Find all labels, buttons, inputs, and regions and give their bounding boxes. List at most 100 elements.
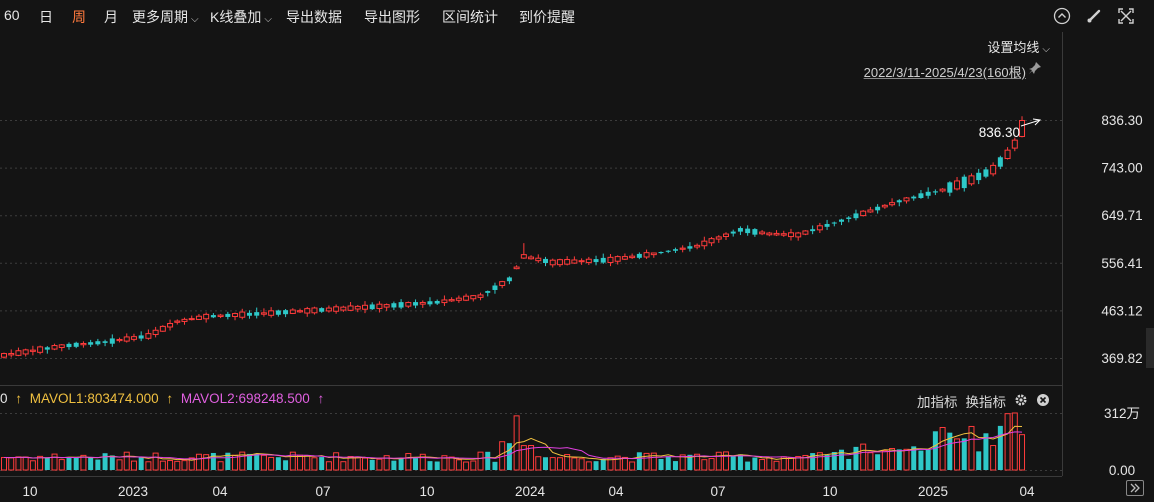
more-periods-dropdown[interactable]: 更多周期 ⌵: [132, 7, 199, 27]
candle: [564, 256, 571, 266]
scroll-right-button[interactable]: [1126, 480, 1144, 496]
volume-bar: [73, 457, 79, 470]
candle-body: [983, 169, 989, 177]
candle: [419, 300, 426, 308]
volume-bar: [875, 454, 881, 470]
range-stats-button[interactable]: 区间统计: [442, 9, 498, 25]
candle-body: [15, 350, 22, 356]
candle-body: [780, 233, 787, 236]
volume-bar: [650, 452, 657, 471]
candle-body: [976, 172, 982, 181]
period-month-tab[interactable]: 月: [104, 9, 118, 25]
candle-body: [629, 255, 636, 259]
switch-indicator-button[interactable]: 换指标: [965, 395, 1007, 410]
candle: [846, 216, 852, 223]
time-tick-label: 10: [419, 484, 434, 499]
collapse-up-icon[interactable]: [1052, 6, 1072, 26]
volume-bar: [354, 456, 361, 471]
candle-body: [947, 182, 953, 193]
chevron-down-icon: ⌵: [1042, 44, 1050, 55]
candle-body: [232, 313, 239, 318]
candle: [976, 168, 982, 185]
volume-bar: [839, 449, 845, 470]
side-panel-toggle[interactable]: [1146, 328, 1154, 368]
export-image-button[interactable]: 导出图形: [364, 9, 420, 25]
candle: [679, 245, 686, 253]
volume-bar: [123, 451, 130, 471]
candle: [889, 198, 896, 207]
up-arrow-icon: ↑: [15, 391, 23, 406]
period-week-tab[interactable]: 周: [72, 9, 86, 25]
candle: [715, 235, 722, 243]
volume-bar: [1019, 434, 1026, 471]
candle-body: [679, 247, 686, 250]
candle-body: [1011, 139, 1018, 149]
volume-bar: [614, 455, 621, 471]
candle-body: [130, 336, 137, 340]
price-alert-button[interactable]: 到价提醒: [519, 9, 575, 25]
candle-body: [650, 252, 657, 256]
volume-bar: [759, 459, 766, 471]
volume-bar: [51, 453, 58, 471]
volume-bar: [672, 461, 678, 470]
volume-bar: [210, 452, 216, 470]
candle-body: [463, 295, 470, 301]
volume-bar: [506, 443, 512, 470]
volume-bar: [701, 459, 708, 471]
candle-body: [737, 228, 743, 232]
candle: [347, 301, 354, 311]
price-axis: 836.30 743.00 649.71 556.41 463.12 369.82: [1101, 113, 1142, 366]
gear-icon[interactable]: [1014, 393, 1028, 410]
volume-bar: [362, 457, 368, 471]
chevron-down-icon: ⌵: [191, 14, 199, 25]
export-data-button[interactable]: 导出数据: [286, 9, 342, 25]
candle: [932, 189, 938, 196]
close-icon[interactable]: [1036, 393, 1050, 410]
candle: [708, 236, 715, 247]
candle: [354, 304, 361, 313]
kline-overlay-dropdown[interactable]: K线叠加 ⌵: [210, 7, 272, 27]
candle: [816, 222, 823, 234]
candle-body: [477, 294, 484, 298]
candle-body: [723, 233, 729, 238]
add-indicator-button[interactable]: 加指标: [917, 395, 958, 410]
candle-body: [325, 307, 332, 312]
candle: [297, 308, 304, 314]
fullscreen-icon[interactable]: [1116, 6, 1136, 26]
pin-icon[interactable]: [1028, 61, 1042, 80]
date-range-label[interactable]: 2022/3/11-2025/4/23(160根): [863, 65, 1026, 80]
candle: [896, 199, 902, 207]
period-day-tab[interactable]: 日: [39, 9, 53, 25]
volume-bar: [29, 460, 36, 471]
candle: [968, 173, 975, 186]
candle-body: [333, 306, 340, 312]
candle-body: [159, 325, 166, 332]
candle: [1019, 116, 1026, 138]
candle-body: [925, 191, 931, 196]
candle-body: [968, 175, 975, 185]
volume-bar: [528, 445, 535, 471]
candle: [730, 229, 736, 237]
candle: [340, 305, 347, 312]
volume-bar: [325, 461, 332, 471]
volume-bar: [730, 456, 736, 470]
candle-body: [297, 310, 304, 313]
draw-brush-icon[interactable]: [1084, 6, 1104, 26]
candle-body: [846, 217, 852, 219]
volume-bar: [752, 457, 758, 470]
candle: [283, 309, 289, 318]
candle-body: [448, 299, 455, 302]
period-60min-tab[interactable]: 60: [4, 7, 20, 23]
candle: [319, 307, 325, 313]
candle-body: [319, 308, 325, 312]
volume-bar: [391, 460, 397, 470]
ma-setting-dropdown[interactable]: 设置均线 ⌵: [987, 37, 1050, 56]
candle-body: [585, 258, 592, 264]
volume-bar: [816, 452, 823, 471]
candle-body: [990, 164, 997, 175]
candle: [51, 343, 58, 351]
volume-bar: [737, 454, 743, 470]
candle-body: [687, 246, 693, 249]
candle: [268, 307, 275, 318]
